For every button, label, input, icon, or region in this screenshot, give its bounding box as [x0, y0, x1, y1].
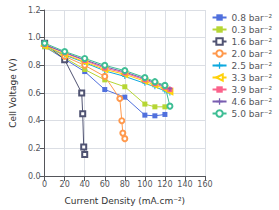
svg-text:40: 40	[80, 180, 90, 189]
svg-text:Cell Voltage (V): Cell Voltage (V)	[8, 58, 18, 127]
svg-text:1.6 bar⁻²: 1.6 bar⁻²	[232, 37, 273, 47]
svg-text:1.2: 1.2	[28, 6, 41, 15]
svg-text:0: 0	[42, 180, 47, 189]
svg-text:0.2: 0.2	[28, 144, 41, 153]
svg-text:Current Density (mA.cm⁻²): Current Density (mA.cm⁻²)	[65, 196, 185, 206]
svg-text:20: 20	[60, 180, 70, 189]
svg-text:160: 160	[197, 180, 212, 189]
svg-text:140: 140	[177, 180, 192, 189]
svg-text:0.4: 0.4	[28, 116, 41, 125]
svg-text:0.3 bar⁻²: 0.3 bar⁻²	[232, 25, 273, 35]
svg-text:80: 80	[120, 180, 130, 189]
svg-text:100: 100	[137, 180, 152, 189]
svg-text:0.0: 0.0	[28, 172, 41, 181]
svg-text:4.6 bar⁻²: 4.6 bar⁻²	[232, 97, 273, 107]
svg-text:2.5 bar⁻²: 2.5 bar⁻²	[232, 61, 273, 71]
svg-text:60: 60	[100, 180, 110, 189]
svg-text:3.9 bar⁻²: 3.9 bar⁻²	[232, 85, 273, 95]
svg-text:3.3 bar⁻²: 3.3 bar⁻²	[232, 73, 273, 83]
svg-text:1.0: 1.0	[28, 33, 41, 42]
svg-text:2.0 bar⁻²: 2.0 bar⁻²	[232, 49, 273, 59]
svg-text:0.8: 0.8	[28, 61, 41, 70]
svg-text:0.8 bar⁻²: 0.8 bar⁻²	[232, 13, 273, 23]
svg-text:120: 120	[157, 180, 172, 189]
svg-text:5.0 bar⁻²: 5.0 bar⁻²	[232, 109, 273, 119]
svg-text:0.6: 0.6	[28, 89, 41, 98]
